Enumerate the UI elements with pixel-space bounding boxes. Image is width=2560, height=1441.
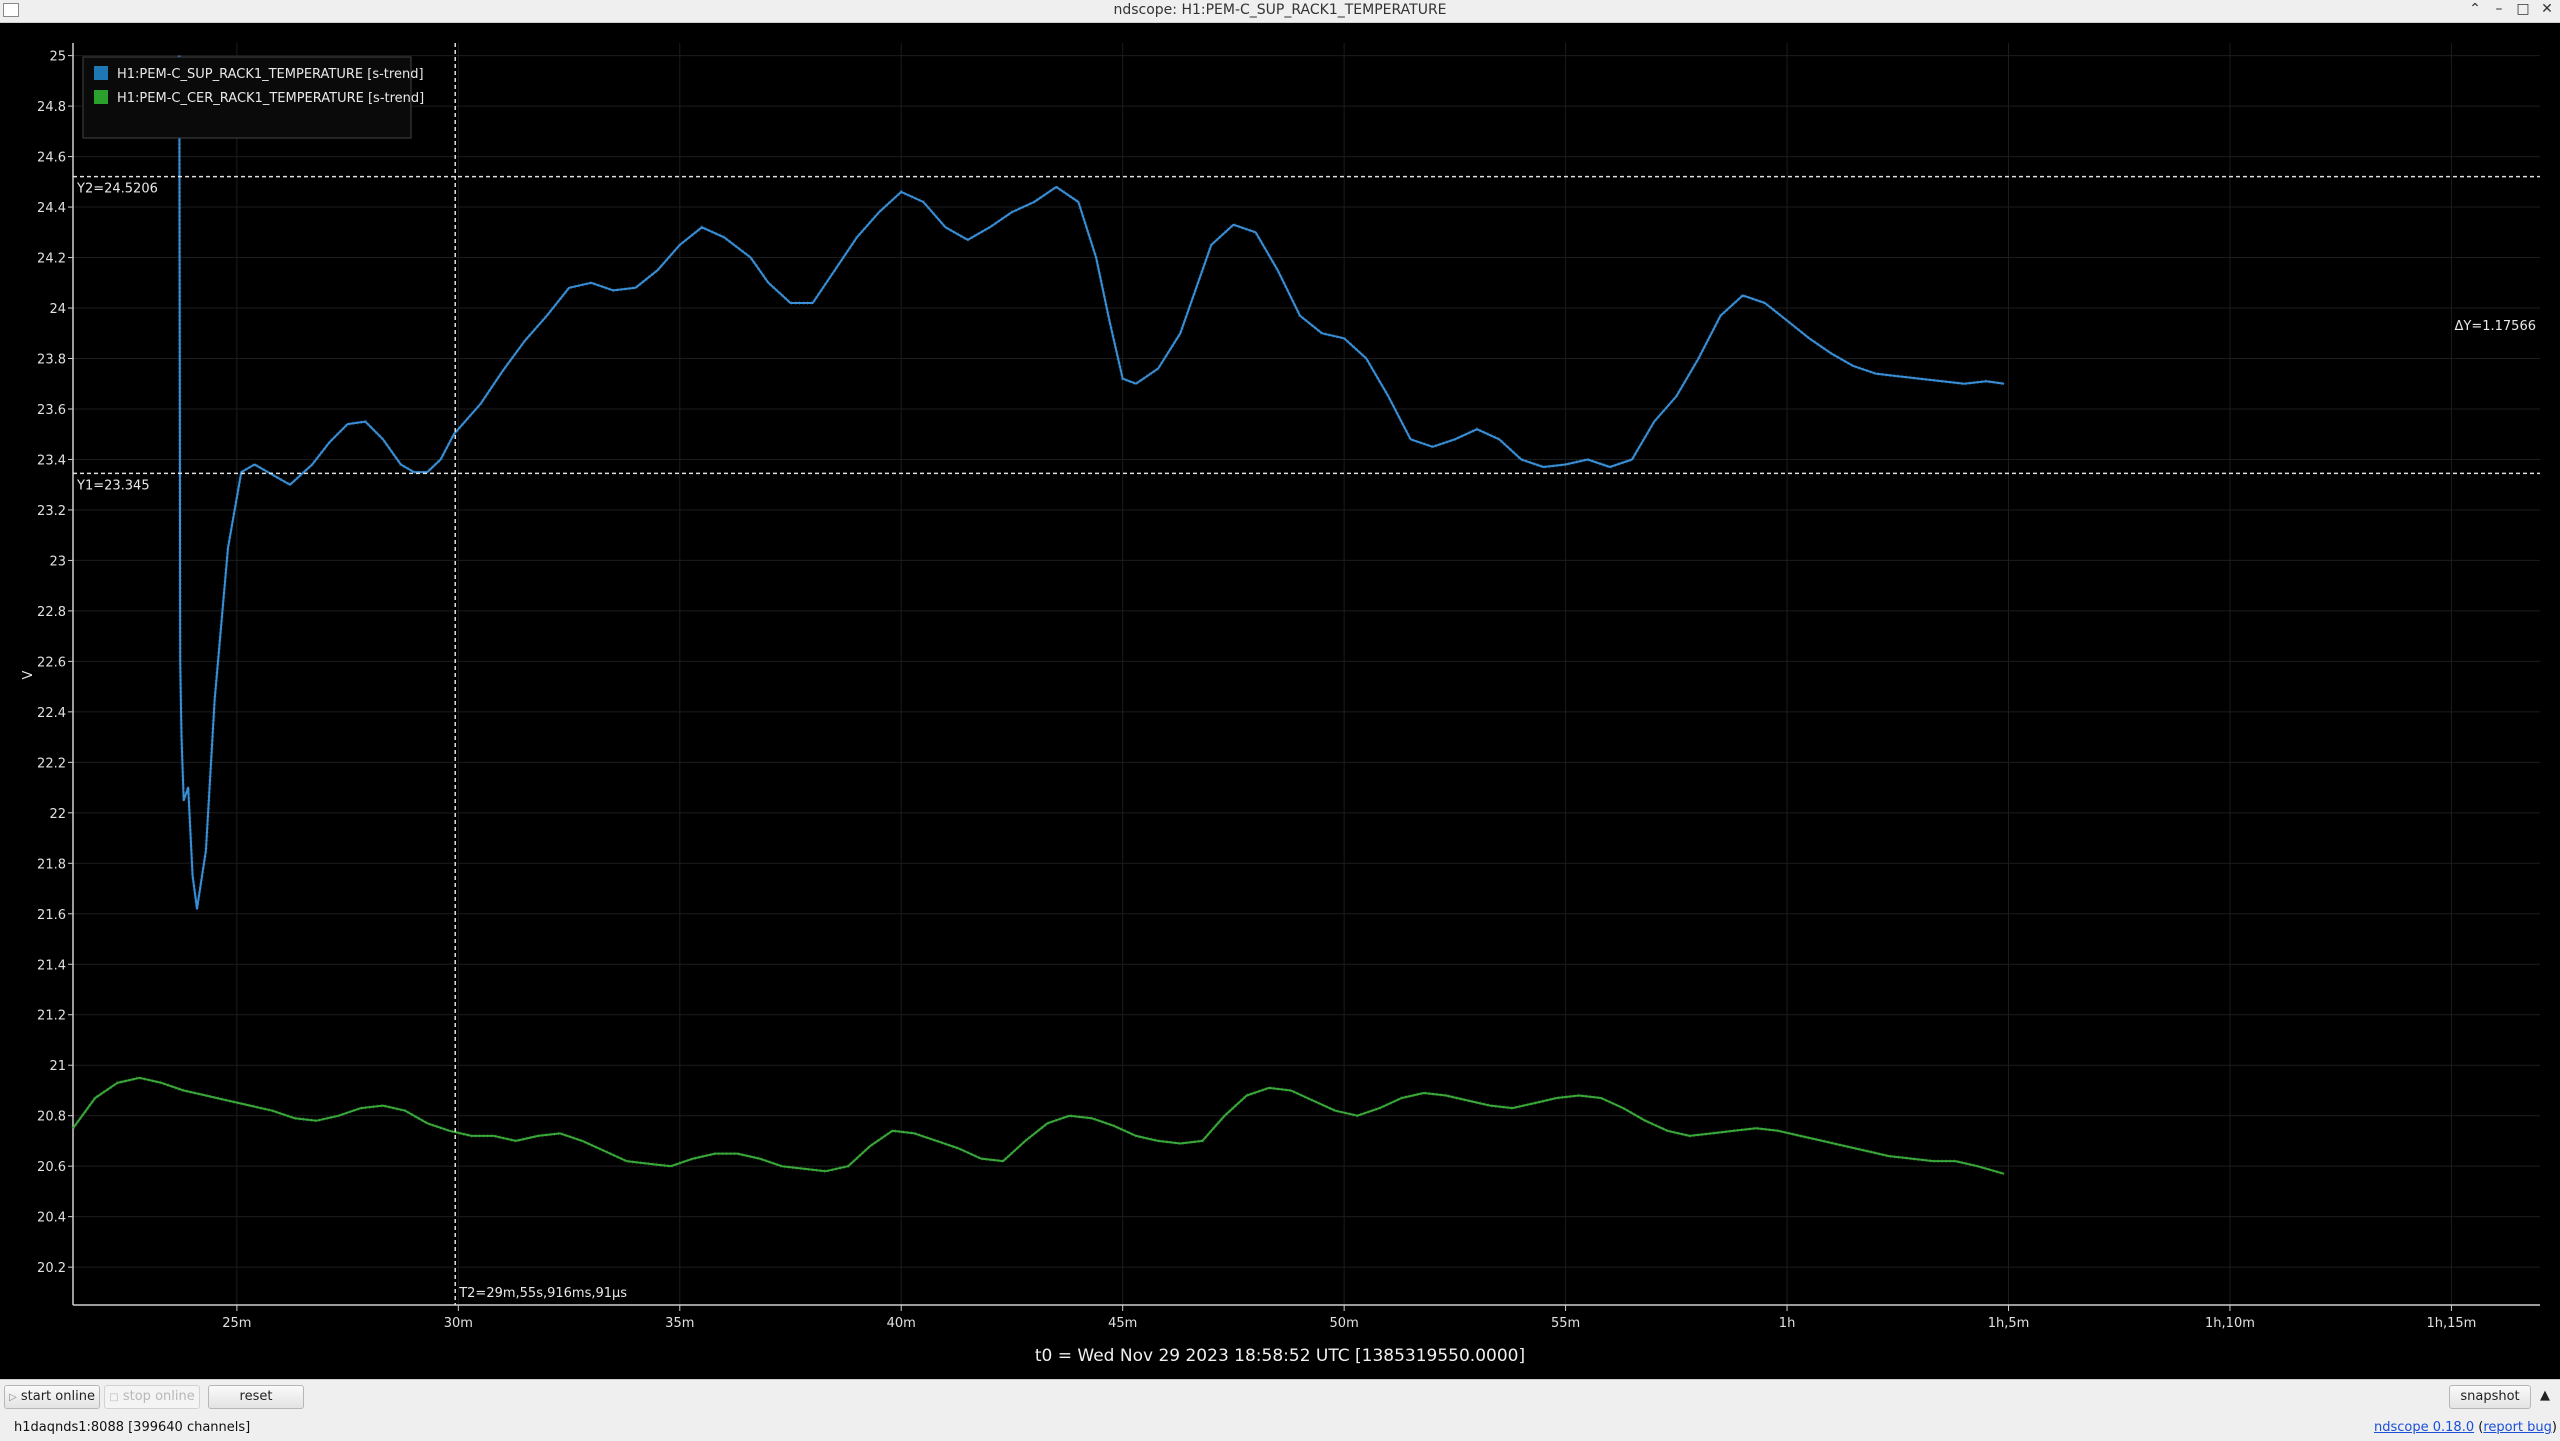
y-tick-label: 23.6 (37, 403, 66, 418)
y-axis-label: V (21, 670, 36, 679)
x-tick-label: 40m (887, 1316, 916, 1331)
legend-swatch-cer-rack1 (94, 90, 108, 104)
y-tick-label: 22.6 (37, 655, 66, 670)
minimize-icon[interactable]: – (2495, 1, 2503, 17)
y-tick-label: 22.4 (37, 706, 66, 721)
x-tick-label: 1h (1779, 1316, 1796, 1331)
x-tick-label: 45m (1108, 1316, 1137, 1331)
cursor-y1-label: Y1=23.345 (76, 478, 150, 493)
stop-icon: □ (109, 1392, 119, 1403)
x-tick-label: 1h,10m (2205, 1316, 2255, 1331)
version-link[interactable]: ndscope 0.18.0 (2374, 1420, 2475, 1435)
y-tick-label: 20.6 (37, 1160, 66, 1175)
y-tick-label: 23.8 (37, 353, 66, 368)
y-tick-label: 23.2 (37, 504, 66, 519)
y-tick-label: 21.6 (37, 908, 66, 923)
series-line-0 (178, 55, 2005, 910)
y-tick-label: 24 (49, 302, 66, 317)
close-icon[interactable]: ✕ (2541, 1, 2553, 17)
y-tick-label: 22.8 (37, 605, 66, 620)
app-window-icon (3, 3, 19, 17)
y-tick-label: 23.4 (37, 453, 66, 468)
t0-label: t0 = Wed Nov 29 2023 18:58:52 UTC [13853… (1035, 1346, 1525, 1366)
plot-area[interactable]: 20.2 20.4 20.6 20.8 21 21.2 21.4 21.6 21.8 22 22.2… (0, 23, 2560, 1379)
chevron-up-icon[interactable]: ⌃ (2469, 1, 2481, 17)
y-tick-label: 21.8 (37, 857, 66, 872)
y-tick-label: 24.6 (37, 151, 66, 166)
snapshot-button[interactable]: snapshot (2449, 1385, 2531, 1409)
version-info: ndscope 0.18.0 (report bug) (2374, 1420, 2557, 1435)
start-online-button[interactable]: ▷ start online (4, 1385, 100, 1409)
y-tick-label: 20.4 (37, 1211, 66, 1226)
y-tick-label: 21.4 (37, 958, 66, 973)
plot-grid (73, 43, 2540, 1305)
y-tick-label: 21 (49, 1059, 66, 1074)
y-axis-ticks: 20.2 20.4 20.6 20.8 21 21.2 21.4 21.6 21.8 22 22.2… (37, 50, 73, 1276)
series-envelope-1 (71, 1075, 2005, 1176)
window-title: ndscope: H1:PEM-C_SUP_RACK1_TEMPERATURE (1113, 2, 1447, 18)
y-tick-label: 24.8 (37, 100, 66, 115)
cursor-y2-label: Y2=24.5206 (76, 182, 158, 197)
x-tick-label: 50m (1330, 1316, 1359, 1331)
window-titlebar: ndscope: H1:PEM-C_SUP_RACK1_TEMPERATURE … (0, 0, 2560, 23)
y-tick-label: 20.8 (37, 1110, 66, 1125)
window-controls: ⌃ – □ ✕ (2468, 1, 2554, 17)
maximize-icon[interactable]: □ (2516, 1, 2530, 17)
cursor-delta-y-label: ΔY=1.17566 (2455, 319, 2537, 334)
y-tick-label: 23 (49, 554, 66, 569)
start-online-label: start online (20, 1389, 95, 1404)
legend: H1:PEM-C_SUP_RACK1_TEMPERATURE [s-trend]… (82, 56, 424, 139)
reset-button[interactable]: reset (208, 1385, 304, 1409)
x-tick-label: 30m (444, 1316, 473, 1331)
legend-label-cer-rack1: H1:PEM-C_CER_RACK1_TEMPERATURE [s-trend] (117, 91, 424, 106)
series-layer (71, 55, 2005, 1176)
y-tick-label: 20.2 (37, 1261, 66, 1276)
x-tick-label: 25m (222, 1316, 251, 1331)
x-tick-label: 55m (1551, 1316, 1580, 1331)
x-tick-label: 1h,15m (2426, 1316, 2476, 1331)
bottom-toolbar: ▷ start online □ stop online reset snaps… (0, 1379, 2560, 1441)
y-tick-label: 22 (49, 807, 66, 822)
snapshot-menu-arrow-icon[interactable]: ▲ (2540, 1388, 2550, 1403)
x-tick-label: 1h,5m (1988, 1316, 2030, 1331)
cursor-t2-label: T2=29m,55s,916ms,91μs (458, 1286, 627, 1301)
y-tick-label: 22.2 (37, 756, 66, 771)
y-tick-label: 24.4 (37, 201, 66, 216)
stop-online-button[interactable]: □ stop online (104, 1385, 200, 1409)
stop-online-label: stop online (122, 1389, 195, 1404)
x-tick-label: 35m (665, 1316, 694, 1331)
x-axis-ticks: 25m 30m 35m 40m 45m 50m 55m 1h 1h,5m 1h,10m 1h,15m (222, 1305, 2476, 1331)
server-status: h1daqnds1:8088 [399640 channels] (14, 1420, 251, 1435)
legend-swatch-sup-rack1 (94, 66, 108, 80)
play-icon: ▷ (9, 1392, 17, 1403)
report-bug-link[interactable]: report bug (2483, 1420, 2552, 1435)
y-tick-label: 25 (49, 50, 66, 65)
cursor-layer: Y1=23.345 Y2=24.5206 ΔY=1.17566 T2=29m,5… (73, 43, 2540, 1305)
y-tick-label: 21.2 (37, 1009, 66, 1024)
legend-label-sup-rack1: H1:PEM-C_SUP_RACK1_TEMPERATURE [s-trend] (117, 67, 424, 82)
y-tick-label: 24.2 (37, 252, 66, 267)
series-line-1 (72, 1076, 2005, 1175)
